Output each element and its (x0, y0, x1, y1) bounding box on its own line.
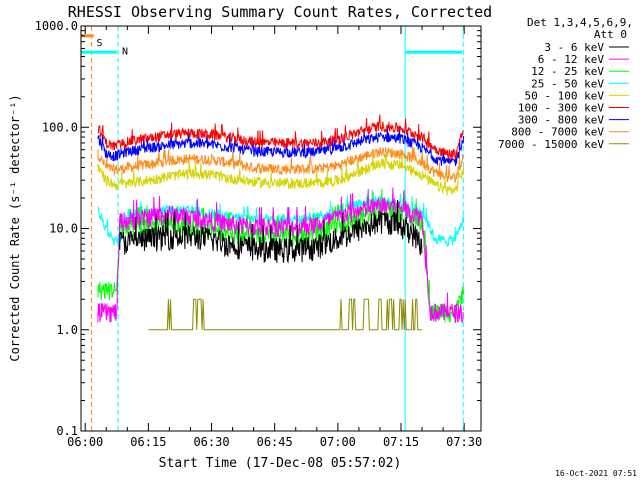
saa-label: S (97, 38, 103, 49)
x-tick-label-1: 06:00 (67, 435, 103, 449)
legend-label-7: 300 - 800 keV (518, 114, 604, 127)
x-tick-label-4: 06:45 (257, 435, 293, 449)
series-line-6 (97, 114, 464, 160)
series-line-8 (97, 146, 465, 183)
legend-header-line-1: Det 1,3,4,5,6,9, (527, 16, 633, 29)
x-tick-label-2: 06:15 (130, 435, 166, 449)
series-line-7 (97, 125, 465, 167)
night-label: N (122, 46, 128, 57)
x-tick-label-7: 07:30 (446, 435, 482, 449)
y-axis: 0.1 1.0 10.0 100.0 1000.0 (35, 19, 481, 438)
chart-title: RHESSI Observing Summary Count Rates, Co… (68, 3, 492, 21)
legend-label-4: 25 - 50 keV (531, 77, 604, 90)
plot-area: SN (80, 25, 482, 432)
legend-label-1: 3 - 6 keV (544, 41, 604, 54)
y-tick-label-4: 100.0 (42, 120, 78, 134)
x-tick-label-6: 07:15 (383, 435, 419, 449)
legend-label-6: 100 - 300 keV (518, 102, 604, 115)
series-line-1 (119, 199, 423, 264)
y-tick-label-3: 10.0 (49, 222, 78, 236)
legend-label-9: 7000 - 15000 keV (498, 138, 604, 151)
legend-label-8: 800 - 7000 keV (511, 126, 604, 139)
series-line-5 (97, 151, 465, 196)
y-tick-label-1: 0.1 (56, 424, 78, 438)
legend-header-line-2: Att 0 (594, 28, 627, 41)
plot-content (81, 26, 465, 431)
y-tick-label-5: 1000.0 (35, 19, 78, 33)
x-tick-label-3: 06:30 (193, 435, 229, 449)
y-tick-label-2: 1.0 (56, 323, 78, 337)
y-axis-label: Corrected Count Rate (s⁻¹ detector⁻¹) (8, 94, 22, 361)
x-axis: 06:00 06:15 06:30 06:45 07:00 07:15 07:30 (67, 26, 482, 449)
x-axis-label: Start Time (17-Dec-08 05:57:02) (159, 456, 402, 471)
x-tick-label-5: 07:00 (320, 435, 356, 449)
timestamp: 16-Oct-2021 07:51 (555, 469, 637, 478)
series-line-9 (148, 298, 423, 331)
series-line-2 (97, 187, 464, 324)
legend-label-3: 12 - 25 keV (531, 65, 604, 78)
legend-label-2: 6 - 12 keV (538, 53, 605, 66)
legend-label-5: 50 - 100 keV (525, 89, 605, 102)
